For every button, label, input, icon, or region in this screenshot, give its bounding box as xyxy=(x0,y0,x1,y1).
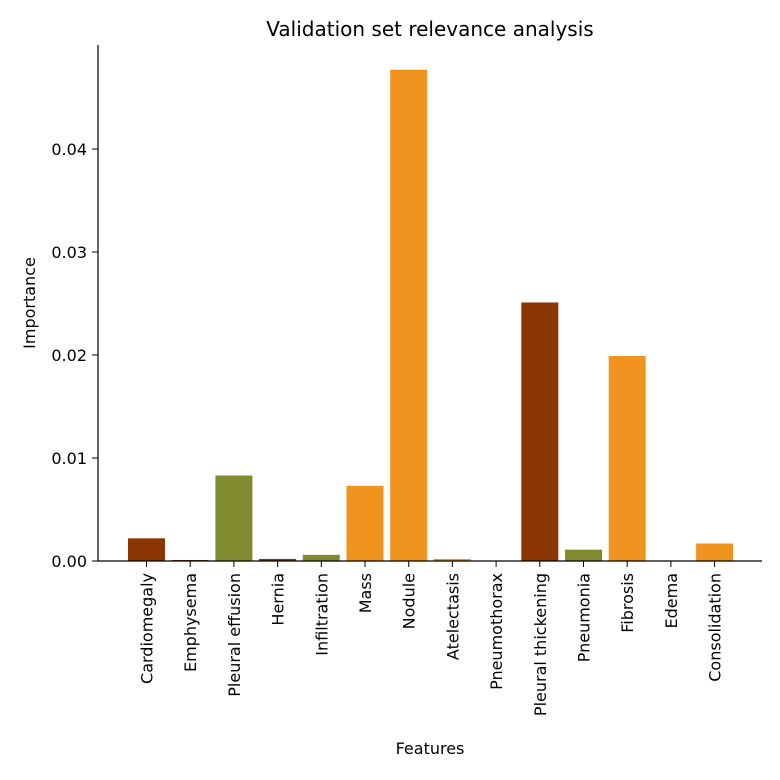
bar-pneumonia xyxy=(565,549,602,561)
bar-pleural-effusion xyxy=(215,475,253,561)
x-axis-label: Features xyxy=(396,739,465,758)
x-tick-label: Nodule xyxy=(400,573,419,629)
bar-mass xyxy=(346,485,384,561)
x-tick-label: Emphysema xyxy=(181,573,200,672)
y-tick-label: 0.04 xyxy=(51,140,87,159)
x-tick-label: Pleural thickening xyxy=(531,573,550,716)
bar-consolidation xyxy=(696,543,734,561)
bar-atelectasis xyxy=(433,558,471,561)
bar-fibrosis xyxy=(608,356,646,561)
x-tick-label: Pneumonia xyxy=(575,573,594,662)
chart-title: Validation set relevance analysis xyxy=(266,17,593,41)
bar-cardiomegaly xyxy=(128,538,165,561)
x-tick-label: Atelectasis xyxy=(443,573,462,660)
y-tick-label: 0.03 xyxy=(51,243,87,262)
x-tick-label: Infiltration xyxy=(312,573,331,656)
x-tick-label: Edema xyxy=(662,573,681,629)
y-tick-label: 0.02 xyxy=(51,346,87,365)
bar-hernia xyxy=(259,558,297,561)
x-tick-label: Fibrosis xyxy=(618,573,637,633)
y-tick-label: 0.01 xyxy=(51,449,87,468)
x-tick-label: Cardiomegaly xyxy=(138,573,157,684)
x-tick-label: Pneumothorax xyxy=(487,573,506,690)
x-tick-label: Consolidation xyxy=(706,573,725,682)
bar-nodule xyxy=(390,69,428,561)
x-tick-label: Pleural effusion xyxy=(225,573,244,697)
bar-infiltration xyxy=(302,554,340,561)
x-tick-label: Hernia xyxy=(269,573,288,626)
bar-pleural-thickening xyxy=(521,302,559,561)
y-tick-label: 0.00 xyxy=(51,552,87,571)
x-tick-label: Mass xyxy=(356,573,375,613)
y-axis-label: Importance xyxy=(20,257,39,349)
